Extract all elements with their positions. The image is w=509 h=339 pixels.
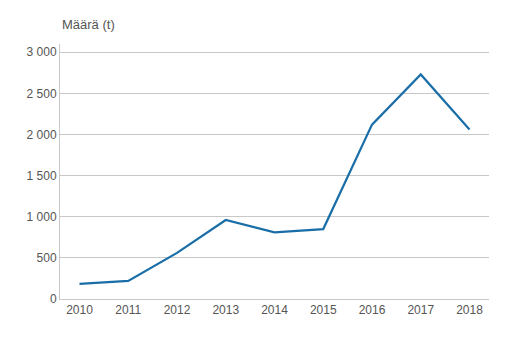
- svg-text:2011: 2011: [115, 303, 141, 317]
- svg-text:2018: 2018: [456, 303, 483, 317]
- svg-text:2015: 2015: [310, 303, 337, 317]
- svg-text:3 000: 3 000: [27, 45, 57, 59]
- svg-text:2014: 2014: [261, 303, 288, 317]
- svg-text:2017: 2017: [407, 303, 434, 317]
- svg-text:0: 0: [50, 292, 57, 306]
- svg-text:2 500: 2 500: [27, 87, 57, 101]
- svg-text:2010: 2010: [66, 303, 93, 317]
- svg-text:2 000: 2 000: [27, 128, 57, 142]
- svg-text:1 000: 1 000: [27, 210, 57, 224]
- svg-text:1 500: 1 500: [27, 169, 57, 183]
- svg-text:500: 500: [37, 251, 57, 265]
- svg-text:Määrä (t): Määrä (t): [62, 17, 115, 32]
- svg-text:2013: 2013: [212, 303, 239, 317]
- svg-text:2012: 2012: [164, 303, 191, 317]
- svg-text:2016: 2016: [359, 303, 386, 317]
